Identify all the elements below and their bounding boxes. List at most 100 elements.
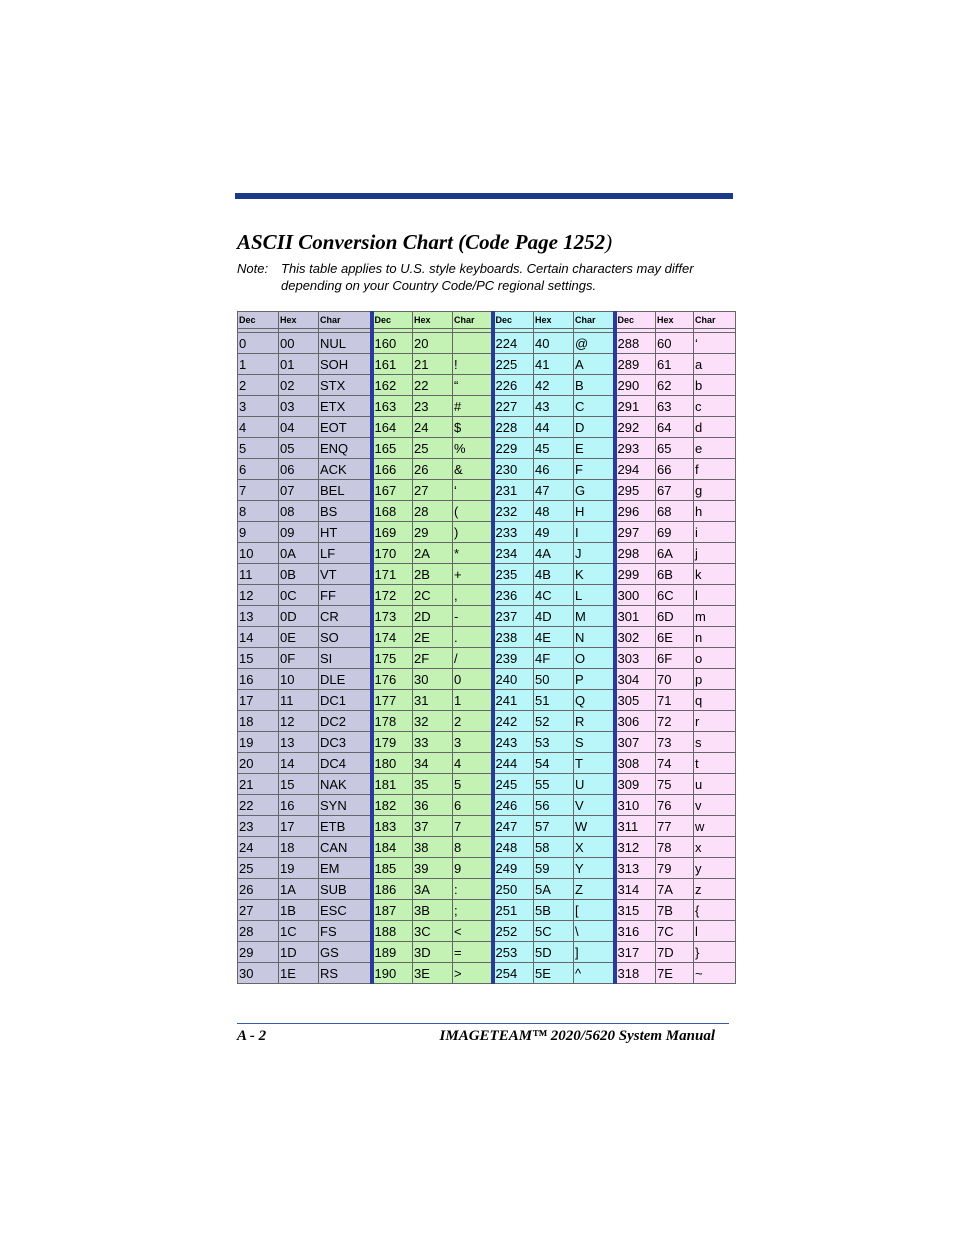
table-cell: 31 (412, 689, 453, 711)
table-cell: BEL (318, 479, 372, 501)
table-cell: A (573, 353, 615, 375)
table-cell: 298 (612, 542, 656, 564)
table-cell: 78 (655, 836, 694, 858)
table-cell: LF (318, 542, 372, 564)
table-row: 19 13 DC3 179 33 3 243 53 S 307 73 s (237, 731, 736, 753)
table-cell: 241 (490, 689, 534, 711)
table-row: 11 0B VT 171 2B +235 4B K 299 6B k (237, 563, 736, 585)
table-cell: i (693, 521, 736, 543)
table-cell: / (452, 647, 493, 669)
table-cell: Y (573, 857, 615, 879)
table-cell: 52 (533, 710, 574, 732)
table-cell: 6B (655, 563, 694, 585)
table-cell: 168 (369, 500, 413, 522)
table-cell: 181 (369, 773, 413, 795)
table-cell: 01 (278, 353, 319, 375)
table-cell: NUL (318, 332, 372, 354)
table-cell: s (693, 731, 736, 753)
table-cell: U (573, 773, 615, 795)
table-row: 8 08 BS 168 28(232 48 H 296 68 h (237, 500, 736, 522)
table-cell: 20 (237, 752, 279, 774)
table-cell: 160 (369, 332, 413, 354)
table-cell: 226 (490, 374, 534, 396)
column-header: Hex (533, 311, 574, 329)
table-cell: 63 (655, 395, 694, 417)
table-cell: 228 (490, 416, 534, 438)
table-cell: ] (573, 941, 615, 963)
table-cell: 0A (278, 542, 319, 564)
table-cell: SO (318, 626, 372, 648)
table-cell: 301 (612, 605, 656, 627)
table-cell: 187 (369, 899, 413, 921)
table-cell: 55 (533, 773, 574, 795)
table-cell: ‘ (452, 479, 493, 501)
table-row: 7 07 BEL 167 27 ‘231 47 G 295 67 g (237, 479, 736, 501)
table-cell: 0C (278, 584, 319, 606)
table-cell: 230 (490, 458, 534, 480)
column-header: Char (693, 311, 736, 329)
table-cell: 27 (237, 899, 279, 921)
table-cell: SOH (318, 353, 372, 375)
table-cell: ENQ (318, 437, 372, 459)
table-cell: 188 (369, 920, 413, 942)
table-cell: 9 (452, 857, 493, 879)
table-cell: G (573, 479, 615, 501)
table-cell: 2F (412, 647, 453, 669)
table-cell: 243 (490, 731, 534, 753)
table-cell: ^ (573, 962, 615, 984)
table-cell: 248 (490, 836, 534, 858)
table-cell: 186 (369, 878, 413, 900)
table-cell: ~ (693, 962, 736, 984)
table-cell: 179 (369, 731, 413, 753)
table-cell: 238 (490, 626, 534, 648)
table-cell: 30 (237, 962, 279, 984)
table-cell: 62 (655, 374, 694, 396)
table-cell: 4 (237, 416, 279, 438)
table-cell: 235 (490, 563, 534, 585)
table-cell: 5B (533, 899, 574, 921)
table-cell: NAK (318, 773, 372, 795)
table-cell: ETB (318, 815, 372, 837)
table-row: 21 15 NAK 181 35 5 245 55 U 309 75 u (237, 773, 736, 795)
table-cell: 5E (533, 962, 574, 984)
table-cell: 180 (369, 752, 413, 774)
table-cell: 68 (655, 500, 694, 522)
table-cell: 71 (655, 689, 694, 711)
table-cell: u (693, 773, 736, 795)
table-cell: 12 (237, 584, 279, 606)
table-cell: 290 (612, 374, 656, 396)
table-cell: 28 (412, 500, 453, 522)
table-cell: j (693, 542, 736, 564)
table-cell: 4F (533, 647, 574, 669)
table-cell: 67 (655, 479, 694, 501)
table-cell: 318 (612, 962, 656, 984)
table-cell: 3E (412, 962, 453, 984)
table-cell: W (573, 815, 615, 837)
table-cell: 00 (278, 332, 319, 354)
table-cell: D (573, 416, 615, 438)
table-cell: 234 (490, 542, 534, 564)
table-cell: 1A (278, 878, 319, 900)
table-cell: 182 (369, 794, 413, 816)
table-cell: 06 (278, 458, 319, 480)
column-header: Dec (612, 311, 656, 329)
table-cell: 5D (533, 941, 574, 963)
table-cell: ‘ (693, 332, 736, 354)
table-cell: 2D (412, 605, 453, 627)
table-cell: 24 (237, 836, 279, 858)
table-cell: N (573, 626, 615, 648)
table-cell: 23 (412, 395, 453, 417)
table-row: 29 1D GS 189 3D = 253 5D] 317 7D} (237, 941, 736, 963)
table-cell: 177 (369, 689, 413, 711)
table-row: 26 1A SUB 186 3A:250 5A Z 314 7A z (237, 878, 736, 900)
table-cell: 44 (533, 416, 574, 438)
table-cell: I (573, 521, 615, 543)
table-cell: ESC (318, 899, 372, 921)
table-cell: 76 (655, 794, 694, 816)
note-text: This table applies to U.S. style keyboar… (281, 261, 694, 293)
table-cell: 0B (278, 563, 319, 585)
table-cell: 172 (369, 584, 413, 606)
table-cell: 317 (612, 941, 656, 963)
table-cell: 4C (533, 584, 574, 606)
table-cell: 15 (278, 773, 319, 795)
